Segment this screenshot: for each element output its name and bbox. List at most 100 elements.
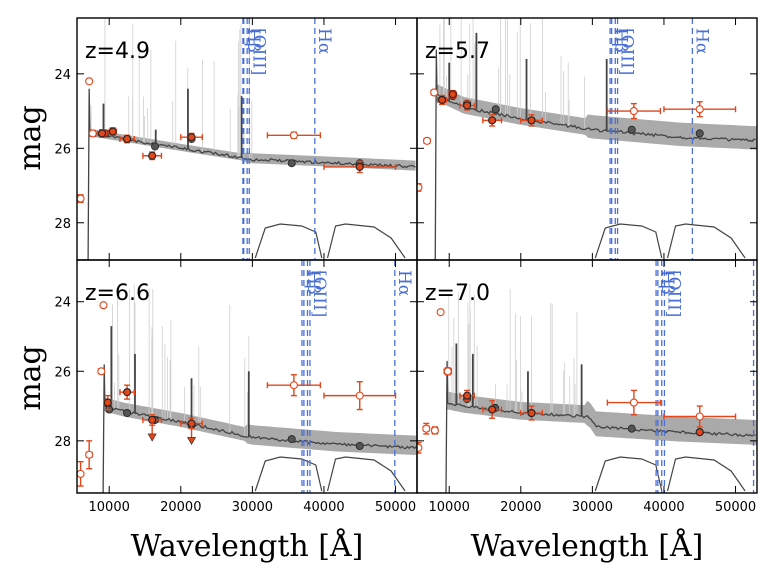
model-point <box>627 424 636 433</box>
panel-frame <box>416 259 758 494</box>
photometry-marker <box>103 398 112 407</box>
photometry-marker <box>355 391 364 400</box>
photometry-marker <box>85 450 94 459</box>
emission-spikes <box>110 326 250 437</box>
model-spectrum <box>77 88 416 260</box>
photometry-marker <box>85 77 94 86</box>
photometry-marker <box>436 308 445 317</box>
photometry-marker <box>77 469 85 478</box>
photometry-marker <box>417 183 423 192</box>
photometry-point <box>663 101 737 118</box>
y-tick-label: 24 <box>54 296 71 311</box>
emission-line-forest <box>448 283 578 416</box>
photometry-point <box>417 182 423 192</box>
y-tick-label: 26 <box>54 365 71 380</box>
photometry-marker <box>148 151 157 160</box>
photometry-point <box>97 128 108 138</box>
panel-plot-area: Hβ[OIII] Hα <box>417 18 757 260</box>
filter-curves <box>594 223 746 259</box>
photometry-marker <box>695 105 704 114</box>
model-point <box>287 159 296 168</box>
line-label: Hα <box>394 270 414 297</box>
photometry-point <box>85 77 94 86</box>
photometry-point <box>459 100 475 111</box>
line-label: Hα <box>314 28 334 55</box>
photometry-marker <box>488 116 497 125</box>
photometry-marker <box>463 391 472 400</box>
model-point <box>491 105 500 114</box>
photometry-marker <box>98 129 107 138</box>
y-tick-label: 28 <box>54 217 71 232</box>
filter-curves <box>254 223 406 259</box>
panel-3: Hβ[OIII] Hα 24 26 28 10000 20000 30000 40000 5000… <box>54 259 418 515</box>
x-tick-label: 50000 <box>715 500 756 515</box>
photometry-marker <box>77 194 85 203</box>
photometry-point <box>663 405 737 428</box>
filter-curves <box>594 456 746 492</box>
photometry-marker <box>443 367 452 376</box>
model-uncertainty-band <box>89 128 416 171</box>
photometry-point <box>88 129 97 138</box>
photometry-point <box>77 461 85 487</box>
line-label: Hα <box>691 28 711 55</box>
photometry-marker <box>438 95 447 104</box>
photometry-marker <box>527 116 536 125</box>
photometry-marker <box>430 426 439 435</box>
photometry-point <box>443 367 453 376</box>
photometry-point <box>459 389 475 402</box>
model-uncertainty-band <box>104 397 417 456</box>
photometry-marker <box>448 90 457 99</box>
y-tick-label: 28 <box>54 435 71 450</box>
y-tick-label: 24 <box>54 68 71 83</box>
model-point <box>151 142 160 151</box>
line-label: Hβ <box>243 28 263 53</box>
line-label: Hβ <box>657 270 677 295</box>
emission-line-forest <box>90 18 253 160</box>
photometry-marker <box>430 88 439 97</box>
line-marker-h: Hα <box>314 18 334 260</box>
x-tick-label: 10000 <box>429 500 470 515</box>
photometry-point <box>99 301 108 310</box>
x-tick-label: 40000 <box>643 500 684 515</box>
panel-redshift-label: z=7.0 <box>425 281 490 306</box>
photometry-marker <box>527 408 536 418</box>
x-tick-label: 50000 <box>375 500 416 515</box>
line-marker-h: Hβ <box>301 260 323 493</box>
line-marker-h: Hα <box>394 260 414 493</box>
x-axis-title: Wavelength [Å] <box>131 528 364 564</box>
line-marker-h: Hβ <box>655 260 677 493</box>
photometry-point <box>142 151 163 161</box>
photometry-point <box>422 422 431 435</box>
line-label: [OIII] <box>248 28 268 75</box>
photometry-marker <box>187 133 196 142</box>
photometry-point <box>323 381 397 411</box>
line-label: Hβ <box>303 270 323 295</box>
photometry-point <box>695 428 704 437</box>
panel-2: Hβ[OIII] Hα z=5.7 <box>416 17 758 261</box>
photometry-point <box>417 441 423 454</box>
photometry-point <box>430 88 439 97</box>
panel-4: Hβ[OIII] Hα 10000 20000 30000 40000 50000 z=7.0 <box>416 259 758 515</box>
x-axis-title: Wavelength [Å] <box>471 528 704 564</box>
photometry-point <box>119 384 135 400</box>
line-marker-oiii: [OIII] <box>614 18 637 260</box>
line-label: Hβ <box>611 28 631 53</box>
line-marker-h: Hβ <box>609 18 631 260</box>
model-spectrum <box>417 49 756 260</box>
photometry-point <box>437 94 448 106</box>
photometry-point <box>119 134 135 144</box>
panel-1: Hβ[OIII] Hα 24 26 28 z=4.9 <box>54 17 418 261</box>
photometry-marker <box>422 136 432 145</box>
line-marker-h: Hα <box>753 260 757 493</box>
photometry-point <box>430 426 439 435</box>
photometry-marker <box>108 127 117 136</box>
photometry-marker <box>417 443 423 452</box>
line-marker-h: Hα <box>691 18 711 260</box>
photometry-marker <box>289 381 298 390</box>
line-marker-oiii: [OIII] <box>246 18 268 260</box>
line-marker-oiii: [OIII] <box>661 260 683 493</box>
x-tick-label: 40000 <box>303 500 344 515</box>
model-point <box>627 125 636 134</box>
photometry-marker <box>422 424 431 433</box>
